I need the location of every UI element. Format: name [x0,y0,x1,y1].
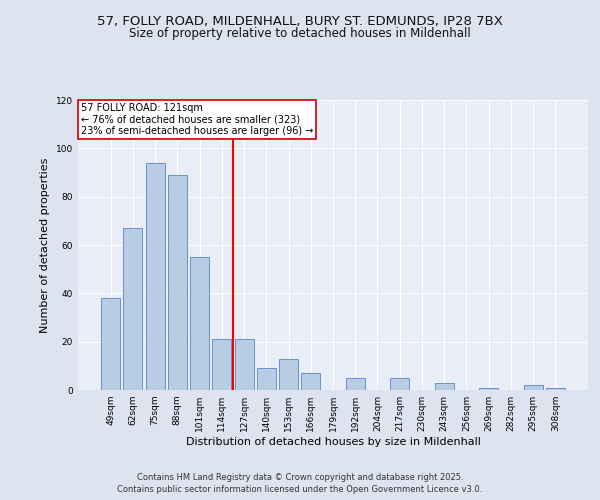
Text: Size of property relative to detached houses in Mildenhall: Size of property relative to detached ho… [129,28,471,40]
Text: 57, FOLLY ROAD, MILDENHALL, BURY ST. EDMUNDS, IP28 7BX: 57, FOLLY ROAD, MILDENHALL, BURY ST. EDM… [97,15,503,28]
Text: Contains public sector information licensed under the Open Government Licence v3: Contains public sector information licen… [118,485,482,494]
Bar [390,378,409,390]
Bar [546,388,565,390]
Y-axis label: Number of detached properties: Number of detached properties [40,158,50,332]
Text: Contains HM Land Registry data © Crown copyright and database right 2025.: Contains HM Land Registry data © Crown c… [137,472,463,482]
Bar [257,368,276,390]
Bar [101,298,120,390]
Bar [124,228,142,390]
Bar [301,373,320,390]
Bar [212,339,231,390]
Text: 57 FOLLY ROAD: 121sqm
← 76% of detached houses are smaller (323)
23% of semi-det: 57 FOLLY ROAD: 121sqm ← 76% of detached … [80,103,313,136]
Bar [524,385,542,390]
Bar [346,378,365,390]
Bar [190,257,209,390]
Bar [279,358,298,390]
Bar [146,163,164,390]
Bar [235,339,254,390]
Bar [435,383,454,390]
X-axis label: Distribution of detached houses by size in Mildenhall: Distribution of detached houses by size … [185,437,481,447]
Bar [168,175,187,390]
Bar [479,388,498,390]
